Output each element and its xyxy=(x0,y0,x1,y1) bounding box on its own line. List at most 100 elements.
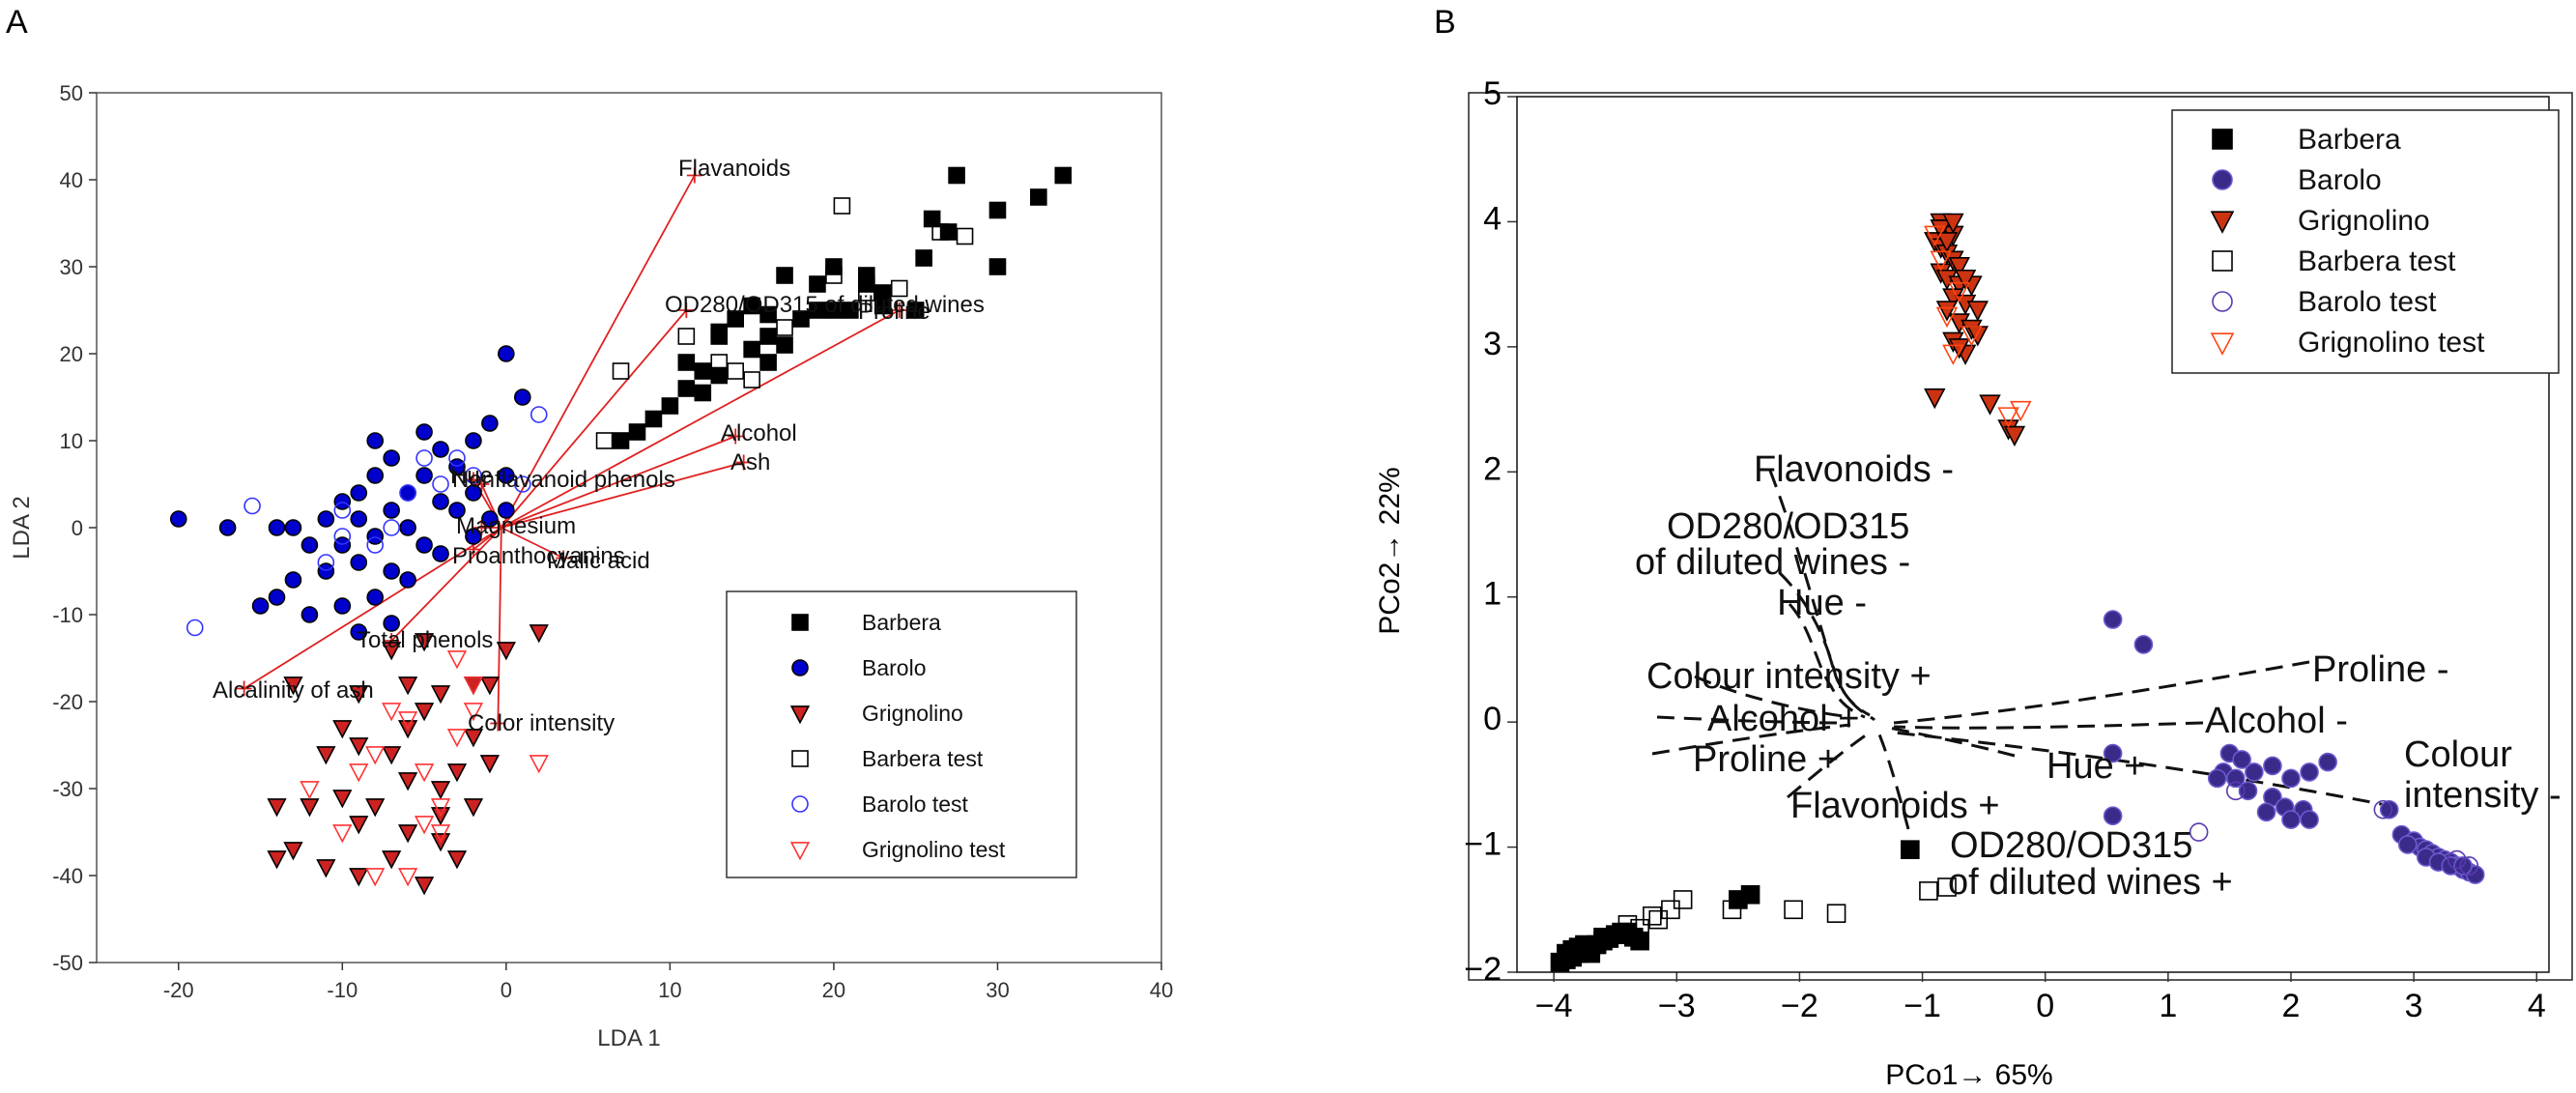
loading-label-hue-pos: Hue + xyxy=(2046,746,2145,787)
loading-label-proline-neg: Proline - xyxy=(2312,649,2449,690)
data-point-grignolino-test xyxy=(446,729,468,748)
data-point-barbera xyxy=(792,310,810,328)
series-barolo xyxy=(2103,610,2485,884)
data-point-grignolino-test xyxy=(414,763,435,783)
data-point-barolo-test xyxy=(333,502,352,519)
legend-b-marker-barbera xyxy=(2212,129,2233,150)
data-point-barbera-test xyxy=(743,371,760,388)
data-point-barbera xyxy=(915,249,932,267)
legend-a-barbera-test: Barbera test xyxy=(862,746,984,771)
loading-label-magnesium: Magnesium xyxy=(456,513,576,539)
y-tick-label: 30 xyxy=(60,255,83,279)
y-tick-label: 0 xyxy=(72,516,83,540)
x-tick-label: −3 xyxy=(1658,988,1696,1024)
data-point-grignolino-test xyxy=(1930,250,1952,272)
y-tick-label: 3 xyxy=(1483,326,1502,362)
data-point-barolo-test xyxy=(2373,799,2393,820)
data-point-grignolino xyxy=(267,798,287,818)
data-point-barbera xyxy=(694,362,712,380)
legend-a-barolo: Barolo xyxy=(862,655,926,680)
panel-b-legend-markers xyxy=(2210,129,2235,356)
data-point-barbera-test xyxy=(825,267,843,284)
data-point-barolo xyxy=(333,536,352,554)
data-point-barbera xyxy=(858,275,875,293)
y-tick-label: −2 xyxy=(1464,951,1502,988)
legend-a-marker-grignolino xyxy=(789,705,811,725)
data-point-barbera-test xyxy=(858,284,875,302)
data-point-barolo xyxy=(333,493,352,510)
data-point-grignolino xyxy=(283,842,303,861)
data-point-grignolino xyxy=(1948,338,1970,360)
data-point-barolo-test xyxy=(2447,849,2467,870)
data-point-barbera-test xyxy=(1919,881,1938,901)
loading-line-od-neg xyxy=(1778,571,1871,717)
series-barolo-test xyxy=(186,406,548,637)
data-point-barolo xyxy=(366,467,385,484)
data-point-barolo-test xyxy=(383,519,400,536)
data-point-barolo xyxy=(465,484,482,502)
panel-a-ticks: -20 -10 0 10 20 30 40 -50 -40 -30 -20 -10 0 10 20 30 40 5… xyxy=(52,81,1173,1002)
loading-tip-alcohol xyxy=(728,428,744,445)
series-barolo xyxy=(169,345,531,641)
loading-line-proline-neg xyxy=(1893,660,2310,725)
loading-label-ash: Ash xyxy=(730,449,770,475)
data-point-barolo xyxy=(415,467,433,484)
data-point-barolo xyxy=(448,458,466,475)
data-point-barbera xyxy=(1612,922,1631,942)
loading-tip-flavanoids xyxy=(686,167,702,184)
data-point-barolo xyxy=(2207,768,2227,789)
loading-label-flavonoids-neg: Flavonoids - xyxy=(1754,449,1954,490)
data-point-barolo xyxy=(366,528,385,545)
data-point-barolo xyxy=(284,571,302,589)
panel-b-ticks: −4 −3 −2 −1 0 1 2 3 4 −2 −1 0 1 2 3 4 5 xyxy=(1464,75,2550,1024)
data-point-grignolino-test xyxy=(430,798,451,818)
data-point-barbera xyxy=(776,336,793,354)
data-point-barbera xyxy=(677,354,696,371)
data-point-grignolino-test xyxy=(300,781,320,800)
data-point-barolo xyxy=(513,388,531,406)
loading-arrow-alcalinity-of-ash xyxy=(243,527,502,690)
data-point-barolo xyxy=(2133,635,2154,654)
data-point-barbera xyxy=(1630,931,1649,951)
plot-area-border xyxy=(1516,96,2550,973)
loading-label-od-pos-line1: OD280/OD315 xyxy=(1950,825,2192,866)
loading-label-proline: Proline xyxy=(858,299,930,325)
loading-arrow-malic-acid xyxy=(501,527,564,560)
data-point-barolo xyxy=(366,432,385,449)
data-point-grignolino xyxy=(382,850,402,870)
series-grignolino xyxy=(1924,213,2026,447)
data-point-barolo xyxy=(218,519,237,536)
data-point-grignolino xyxy=(2003,425,2026,447)
data-point-barbera xyxy=(743,297,760,315)
data-point-barolo-test xyxy=(333,528,352,545)
data-point-barolo-test xyxy=(243,497,261,515)
loading-line-alcohol-pos xyxy=(1656,715,1846,725)
data-point-grignolino-test xyxy=(529,755,549,774)
loading-label-alcohol-neg: Alcohol - xyxy=(2205,701,2348,741)
data-point-barolo xyxy=(465,432,482,449)
x-tick-label: −1 xyxy=(1903,988,1941,1024)
data-point-barbera xyxy=(1568,937,1589,957)
data-point-grignolino xyxy=(1966,301,1989,322)
data-point-barolo xyxy=(301,606,319,623)
data-point-barbera xyxy=(710,366,729,385)
data-point-barolo xyxy=(350,623,368,641)
data-point-barolo xyxy=(2300,762,2319,782)
legend-a-marker-barolo-test xyxy=(791,795,809,813)
series-barbera-test xyxy=(1617,877,1957,938)
panel-b-legend: Barbera Barolo Grignolino Barbera test B… xyxy=(2171,109,2560,374)
data-point-barolo xyxy=(333,597,352,615)
legend-a-grignolino: Grignolino xyxy=(862,701,963,726)
data-point-barolo xyxy=(383,562,400,580)
data-point-grignolino-test xyxy=(446,650,468,670)
data-point-barbera xyxy=(825,302,843,319)
data-point-barbera-test xyxy=(956,227,974,245)
data-point-grignolino xyxy=(479,755,501,774)
data-point-grignolino xyxy=(446,850,468,870)
loading-label-hue-neg: Hue - xyxy=(1777,583,1867,623)
data-point-barbera xyxy=(825,258,843,275)
data-point-barbera xyxy=(842,302,859,319)
data-point-barbera xyxy=(1593,927,1613,947)
data-point-grignolino xyxy=(382,642,402,661)
data-point-grignolino xyxy=(1935,232,1959,253)
